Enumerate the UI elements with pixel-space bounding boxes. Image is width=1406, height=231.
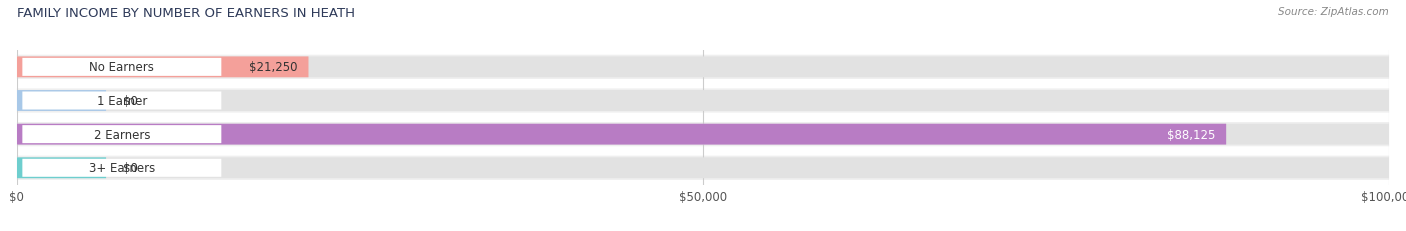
Text: $0: $0 xyxy=(122,161,138,175)
Text: Source: ZipAtlas.com: Source: ZipAtlas.com xyxy=(1278,7,1389,17)
FancyBboxPatch shape xyxy=(17,89,1389,113)
Text: $0: $0 xyxy=(122,94,138,108)
FancyBboxPatch shape xyxy=(17,91,1389,111)
FancyBboxPatch shape xyxy=(17,91,105,111)
Text: No Earners: No Earners xyxy=(90,61,155,74)
Text: FAMILY INCOME BY NUMBER OF EARNERS IN HEATH: FAMILY INCOME BY NUMBER OF EARNERS IN HE… xyxy=(17,7,354,20)
FancyBboxPatch shape xyxy=(17,57,1389,78)
FancyBboxPatch shape xyxy=(17,156,1389,180)
Text: $21,250: $21,250 xyxy=(249,61,298,74)
FancyBboxPatch shape xyxy=(17,122,1389,147)
FancyBboxPatch shape xyxy=(17,158,105,178)
FancyBboxPatch shape xyxy=(22,159,221,177)
FancyBboxPatch shape xyxy=(17,158,1389,178)
Text: $88,125: $88,125 xyxy=(1167,128,1215,141)
Text: 1 Earner: 1 Earner xyxy=(97,94,148,108)
FancyBboxPatch shape xyxy=(17,55,1389,80)
FancyBboxPatch shape xyxy=(17,57,308,78)
FancyBboxPatch shape xyxy=(22,92,221,110)
FancyBboxPatch shape xyxy=(17,124,1226,145)
FancyBboxPatch shape xyxy=(22,59,221,76)
FancyBboxPatch shape xyxy=(17,124,1389,145)
Text: 2 Earners: 2 Earners xyxy=(94,128,150,141)
FancyBboxPatch shape xyxy=(22,126,221,143)
Text: 3+ Earners: 3+ Earners xyxy=(89,161,155,175)
